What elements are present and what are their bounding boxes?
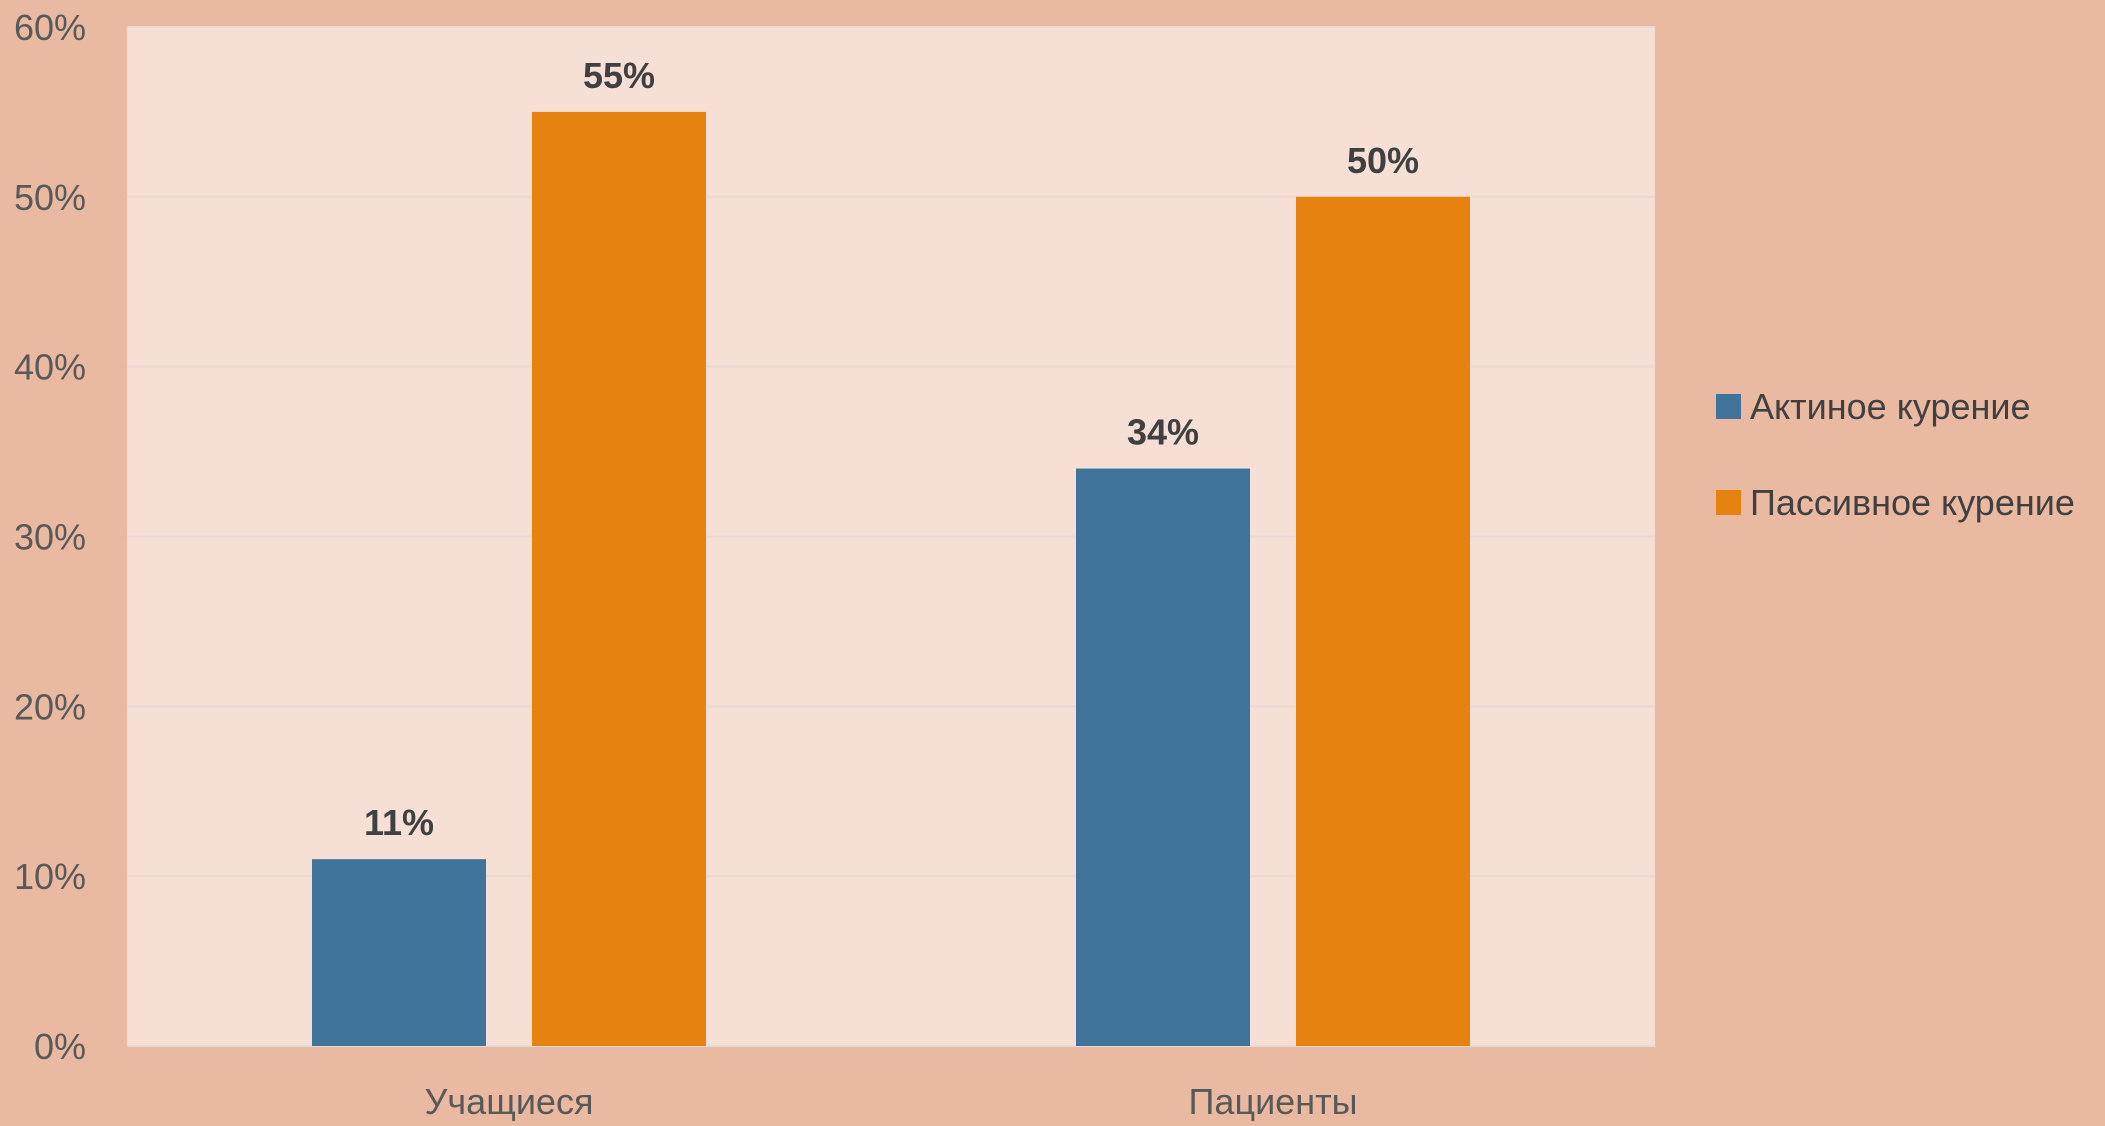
legend-label: Актиное курение [1750, 386, 2031, 427]
legend-label: Пассивное курение [1750, 482, 2075, 523]
y-tick-label: 10% [14, 856, 86, 897]
bar-active-smoking [312, 859, 486, 1046]
y-tick-label: 40% [14, 347, 86, 388]
bar-data-label: 55% [583, 55, 655, 96]
x-axis-category-labels: Учащиеся Пациенты [425, 1081, 1358, 1122]
y-tick-label: 20% [14, 686, 86, 727]
bar-data-label: 11% [364, 802, 434, 843]
legend: Актиное курение Пассивное курение [1716, 386, 2075, 523]
y-tick-label: 0% [34, 1026, 86, 1067]
y-axis-tick-labels: 0% 10% 20% 30% 40% 50% 60% [14, 7, 86, 1067]
bar-active-smoking [1076, 468, 1250, 1047]
legend-swatch [1716, 490, 1741, 515]
data-labels: 11% 55% 34% 50% [364, 55, 1419, 843]
y-tick-label: 60% [14, 7, 86, 48]
x-category-label: Учащиеся [425, 1081, 594, 1121]
bar-data-label: 50% [1347, 140, 1419, 181]
y-tick-label: 30% [14, 517, 86, 558]
x-category-label: Пациенты [1189, 1081, 1358, 1121]
y-tick-label: 50% [14, 177, 86, 218]
bar-passive-smoking [1296, 196, 1470, 1047]
bar-data-label: 34% [1127, 412, 1199, 453]
bar-passive-smoking [532, 111, 706, 1046]
bars [312, 111, 1470, 1047]
legend-swatch [1716, 394, 1741, 419]
